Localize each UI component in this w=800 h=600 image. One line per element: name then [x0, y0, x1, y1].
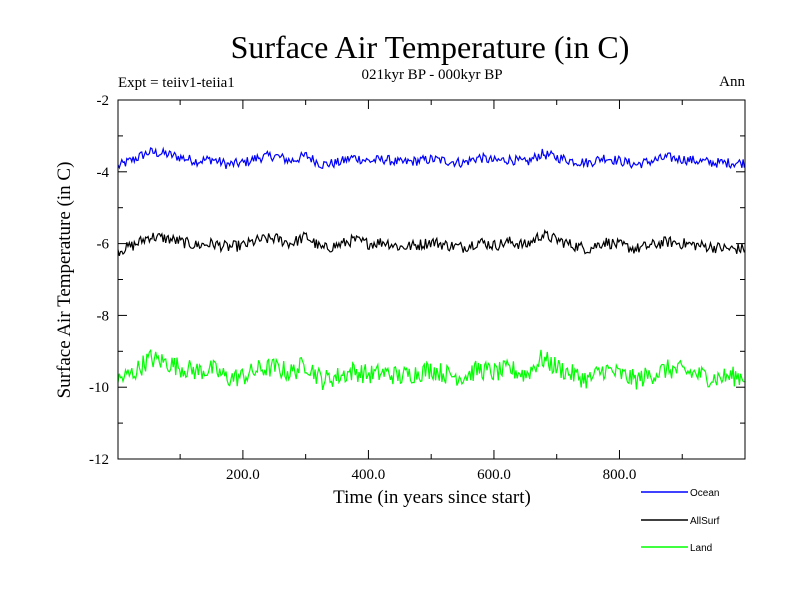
chart-subtitle: 021kyr BP - 000kyr BP	[361, 67, 502, 83]
x-tick-label: 800.0	[603, 467, 637, 483]
y-tick-label: -8	[97, 308, 110, 324]
series-line-land	[117, 348, 745, 390]
x-tick-label: 600.0	[477, 467, 511, 483]
season-label: Ann	[719, 74, 745, 90]
y-tick-label: -4	[97, 165, 110, 181]
chart-title: Surface Air Temperature (in C)	[231, 29, 630, 65]
legend-label-ocean: Ocean	[690, 488, 719, 499]
y-axis-label: Surface Air Temperature (in C)	[54, 162, 75, 399]
x-axis-label: Time (in years since start)	[333, 487, 531, 508]
x-tick-label: 400.0	[352, 467, 386, 483]
axes: 200.0 400.0 600.0 800.0 -12 -10 -8 -6 -4 -2	[89, 93, 746, 483]
legend-label-land: Land	[690, 543, 712, 554]
series-line-allsurf	[117, 228, 745, 256]
y-tick-label: -10	[89, 380, 109, 396]
plot-frame	[117, 99, 746, 460]
y-tick-label: -2	[97, 93, 110, 109]
series-line-ocean	[117, 146, 745, 170]
y-tick-label: -6	[97, 237, 110, 253]
legend-label-allsurf: AllSurf	[690, 516, 720, 527]
legend: Ocean AllSurf Land	[641, 488, 720, 554]
experiment-label: Expt = teiiv1-teiia1	[118, 75, 235, 91]
y-tick-label: -12	[89, 452, 109, 468]
x-tick-label: 200.0	[226, 467, 260, 483]
plot-series-group	[117, 146, 745, 390]
